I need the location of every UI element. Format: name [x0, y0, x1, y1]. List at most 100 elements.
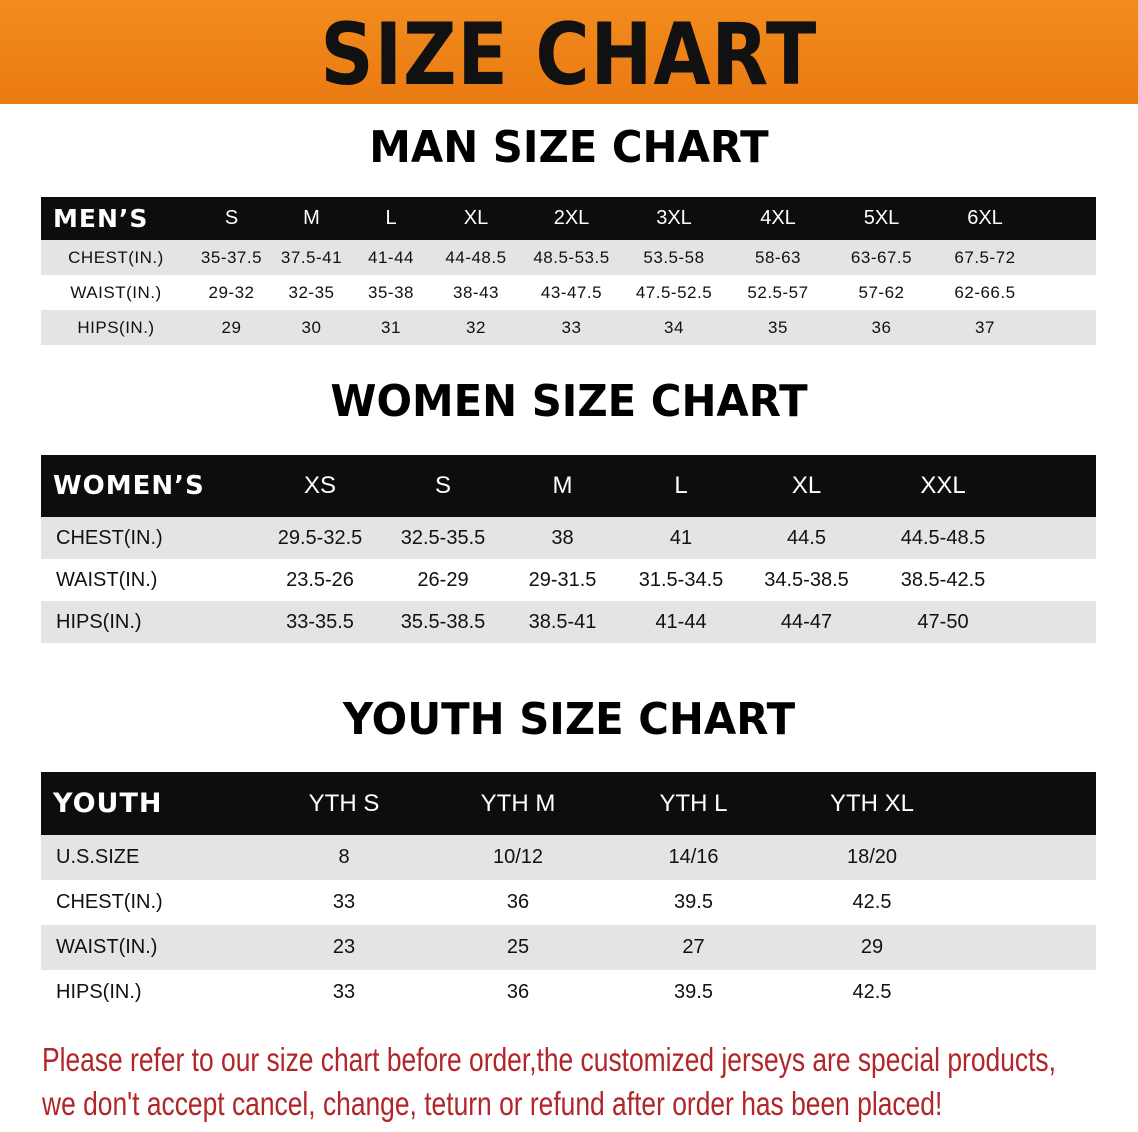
- size-header-cell: XL: [791, 472, 822, 499]
- women-size-table: WOMEN’S XS S M L XL XXL CHEST(IN.) 29.5-32.5 32.5…: [41, 455, 1096, 643]
- note-line-1: Please refer to our size chart before or…: [42, 1041, 1056, 1078]
- table-cell: 29: [860, 936, 884, 958]
- size-header-cell: YTH XL: [829, 789, 915, 817]
- table-cell: 35-37.5: [200, 247, 263, 267]
- youth-size-table: YOUTH YTH S YTH M YTH L YTH XL U.S.SIZE 8 10/12…: [41, 772, 1096, 1015]
- table-cell: 42.5: [852, 891, 892, 913]
- table-cell: 39.5: [674, 891, 713, 913]
- table-cell: 14/16: [668, 846, 719, 868]
- row-label: CHEST(IN.): [68, 247, 164, 267]
- table-cell: 37: [975, 317, 995, 337]
- size-header-cell: S: [434, 472, 451, 499]
- table-cell: 31.5-34.5: [638, 568, 724, 591]
- men-size-table: MEN’S S M L XL 2XL 3XL 4XL 5XL 6XL CHEST(IN.) 35-37…: [41, 197, 1096, 345]
- table-cell: 29-31.5: [528, 568, 597, 591]
- size-header-cell: 3XL: [656, 207, 692, 229]
- table-cell: 26-29: [417, 568, 469, 591]
- table-cell: 35.5-38.5: [400, 610, 486, 633]
- table-cell: 33: [561, 317, 582, 337]
- table-cell: 44.5: [787, 526, 826, 549]
- size-header-cell: M: [552, 472, 573, 499]
- table-cell: 33: [332, 891, 356, 913]
- table-cell: 38-43: [453, 282, 499, 302]
- size-header-cell: XS: [303, 472, 336, 499]
- size-header-cell: YTH M: [480, 789, 556, 817]
- table-cell: 34: [664, 317, 684, 337]
- table-row: HIPS(IN.) 33 36 39.5 42.5: [41, 970, 1096, 1015]
- men-section-title: MAN SIZE CHART: [369, 122, 769, 173]
- table-title-cell: YOUTH: [53, 788, 163, 819]
- table-row: WAIST(IN.) 23 25 27 29: [41, 925, 1096, 970]
- table-row: WAIST(IN.) 23.5-26 26-29 29-31.5 31.5-34.5 34…: [41, 559, 1096, 601]
- table-row: CHEST(IN.) 29.5-32.5 32.5-35.5 38 41 44.5 44.5…: [41, 517, 1096, 559]
- table-cell: 41-44: [368, 247, 414, 267]
- note-line-2: we don't accept cancel, change, teturn o…: [42, 1085, 943, 1122]
- table-cell: 47.5-52.5: [635, 282, 713, 302]
- table-cell: 29-32: [208, 282, 255, 302]
- table-cell: 44-47: [780, 610, 833, 633]
- table-cell: 36: [506, 981, 530, 1003]
- table-cell: 30: [301, 317, 322, 337]
- table-header-row: MEN’S S M L XL 2XL 3XL 4XL 5XL 6XL: [41, 197, 1096, 240]
- table-cell: 39.5: [674, 981, 713, 1003]
- table-cell: 44.5-48.5: [900, 526, 986, 549]
- table-cell: 34.5-38.5: [764, 568, 849, 591]
- table-cell: 41-44: [655, 610, 707, 633]
- table-cell: 35-38: [368, 282, 414, 302]
- table-cell: 41: [669, 526, 693, 549]
- row-label: HIPS(IN.): [56, 610, 142, 633]
- row-label: CHEST(IN.): [56, 891, 163, 913]
- disclaimer-note: Please refer to our size chart before or…: [42, 1038, 1082, 1126]
- table-cell: 29: [221, 317, 242, 337]
- row-label: WAIST(IN.): [70, 282, 162, 302]
- table-cell: 38.5-42.5: [900, 568, 986, 591]
- banner: SIZE CHART: [0, 0, 1138, 105]
- table-cell: 33-35.5: [286, 610, 354, 633]
- table-cell: 23.5-26: [286, 568, 354, 591]
- table-cell: 57-62: [858, 282, 905, 302]
- table-cell: 62-66.5: [954, 282, 1016, 302]
- size-header-cell: S: [224, 207, 239, 229]
- table-title-cell: MEN’S: [53, 204, 149, 233]
- women-section-title: WOMEN SIZE CHART: [330, 376, 808, 427]
- size-header-cell: L: [385, 207, 397, 229]
- row-label: WAIST(IN.): [56, 936, 158, 958]
- table-cell: 37.5-41: [280, 247, 343, 267]
- table-cell: 18/20: [846, 846, 898, 868]
- table-row: U.S.SIZE 8 10/12 14/16 18/20: [41, 835, 1096, 880]
- row-label: CHEST(IN.): [56, 526, 163, 549]
- size-header-cell: 2XL: [553, 207, 590, 229]
- table-row: WAIST(IN.) 29-32 32-35 35-38 38-43 43-47.5 47.…: [41, 275, 1096, 310]
- table-cell: 43-47.5: [540, 282, 603, 302]
- size-header-cell: 6XL: [967, 207, 1003, 229]
- size-header-cell: XL: [463, 207, 489, 229]
- table-row: CHEST(IN.) 35-37.5 37.5-41 41-44 44-48.5 48.5…: [41, 240, 1096, 275]
- row-label: HIPS(IN.): [56, 981, 142, 1003]
- table-cell: 8: [338, 846, 350, 868]
- table-cell: 67.5-72: [954, 247, 1016, 267]
- size-header-cell: XXL: [920, 472, 966, 499]
- table-cell: 36: [506, 891, 530, 913]
- table-row: CHEST(IN.) 33 36 39.5 42.5: [41, 880, 1096, 925]
- size-header-cell: YTH L: [659, 789, 728, 817]
- table-cell: 23: [332, 936, 356, 958]
- table-header-row: WOMEN’S XS S M L XL XXL: [41, 455, 1096, 517]
- youth-section-title: YOUTH SIZE CHART: [342, 694, 796, 745]
- size-header-cell: M: [303, 207, 320, 229]
- table-cell: 63-67.5: [850, 247, 913, 267]
- size-header-cell: 5XL: [863, 207, 900, 229]
- table-cell: 38: [551, 526, 574, 549]
- table-cell: 47-50: [917, 610, 969, 633]
- table-cell: 33: [332, 981, 356, 1003]
- table-cell: 35: [768, 317, 788, 337]
- table-cell: 58-63: [755, 247, 801, 267]
- table-row: HIPS(IN.) 29 30 31 32 33 34 35 36 37: [41, 310, 1096, 345]
- table-cell: 52.5-57: [747, 282, 809, 302]
- table-cell: 27: [682, 936, 705, 958]
- table-cell: 53.5-58: [643, 247, 705, 267]
- page-title: SIZE CHART: [320, 5, 818, 105]
- table-cell: 32.5-35.5: [400, 526, 486, 549]
- table-cell: 38.5-41: [528, 610, 597, 633]
- table-cell: 29.5-32.5: [277, 526, 363, 549]
- row-label: U.S.SIZE: [56, 846, 140, 868]
